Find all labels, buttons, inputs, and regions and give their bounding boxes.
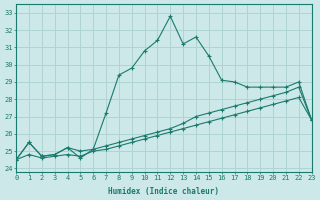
X-axis label: Humidex (Indice chaleur): Humidex (Indice chaleur) [108,187,220,196]
